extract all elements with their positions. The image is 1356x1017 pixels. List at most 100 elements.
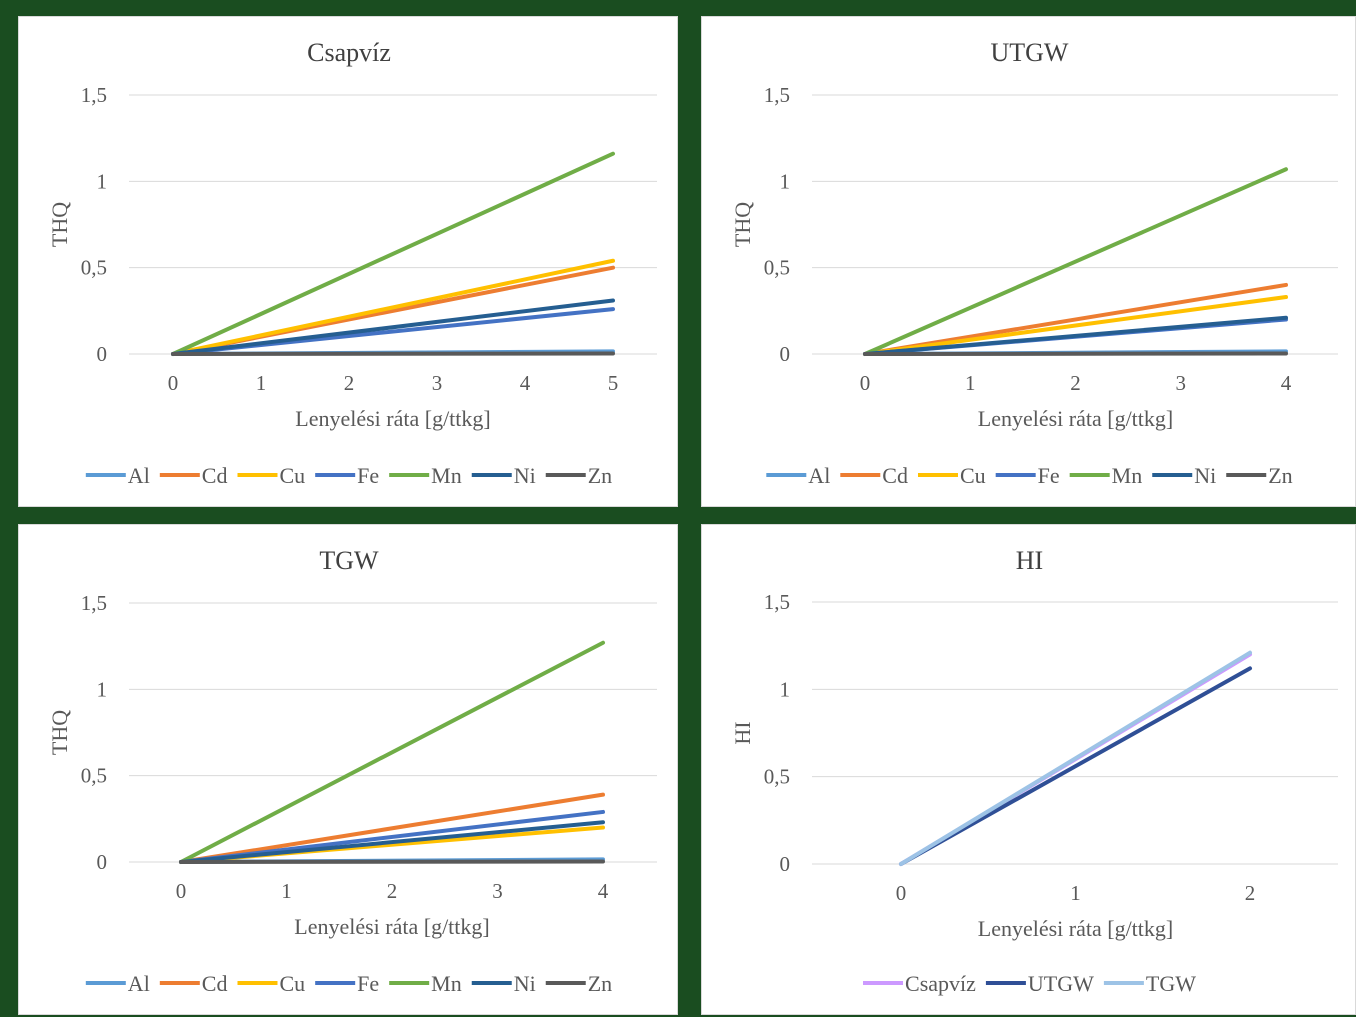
legend-item-mn: Mn (1069, 463, 1143, 488)
x-tick-label: 3 (1176, 371, 1187, 395)
x-tick-label: 5 (608, 371, 619, 395)
x-axis-label: Lenyelési ráta [g/ttkg] (295, 406, 490, 431)
series-line-ni (179, 820, 605, 864)
legend-label: Cu (279, 971, 305, 996)
y-tick-label: 1,5 (81, 591, 107, 615)
series-line-cu (171, 258, 615, 356)
legend: Al Cd Cu Fe Mn Ni Zn (766, 463, 1293, 488)
chart-svg: Csapvíz 0 0,5 1 1,5 0 1 2 3 4 5 Lenyelési ráta [g/t… (47, 38, 657, 488)
legend-label: Cu (279, 463, 305, 488)
legend-label: Cd (202, 971, 228, 996)
legend-label: Zn (1268, 463, 1292, 488)
y-tick-label: 0,5 (81, 764, 107, 788)
legend-item-mn: Mn (389, 971, 462, 996)
legend-label: Fe (357, 463, 379, 488)
chart-panel-tgw: TGW 0 0,5 1 1,5 0 1 2 3 4 Lenyelési ráta [g/ttkg] T… (18, 524, 678, 1015)
x-tick-label: 3 (432, 371, 443, 395)
legend-label: Ni (514, 971, 536, 996)
chart-panel-hi: HI 0 0,5 1 1,5 0 1 2 Lenyelési ráta [g/ttkg] HI Cs… (701, 524, 1356, 1015)
x-tick-label: 1 (965, 371, 976, 395)
legend-label: UTGW (1028, 971, 1094, 996)
y-tick-label: 1,5 (764, 590, 790, 614)
legend-label: Al (128, 463, 150, 488)
y-axis-label: THQ (47, 202, 72, 247)
y-tick-label: 1 (780, 677, 791, 701)
x-tick-label: 0 (860, 371, 871, 395)
legend-item-cu: Cu (917, 463, 986, 488)
y-tick-label: 1 (97, 169, 108, 193)
series-line-ni (863, 315, 1288, 356)
chart-svg: TGW 0 0,5 1 1,5 0 1 2 3 4 Lenyelési ráta [g/ttkg] T… (47, 546, 657, 996)
legend-label: Al (808, 463, 830, 488)
y-tick-label: 0,5 (764, 256, 790, 280)
series-line-zn (171, 351, 615, 356)
legend-label: Zn (588, 971, 612, 996)
legend-item-utgw: UTGW (985, 971, 1094, 996)
chart-panel-csapviz: Csapvíz 0 0,5 1 1,5 0 1 2 3 4 5 Lenyelési ráta [g/t… (18, 16, 678, 507)
series-line-zn (179, 859, 605, 864)
y-tick-label: 0 (780, 852, 791, 876)
x-tick-label: 2 (387, 879, 398, 903)
series-line-zn (863, 351, 1288, 356)
y-tick-label: 0 (97, 342, 108, 366)
x-tick-label: 2 (1070, 371, 1081, 395)
legend-label: Csapvíz (905, 971, 976, 996)
chart-svg: UTGW 0 0,5 1 1,5 0 1 2 3 4 Lenyelési ráta [g/ttkg]… (730, 38, 1338, 488)
x-tick-label: 0 (168, 371, 179, 395)
legend-item-fe: Fe (995, 463, 1060, 488)
y-tick-label: 1,5 (81, 83, 107, 107)
legend-label: Cd (882, 463, 908, 488)
legend-label: Zn (588, 463, 612, 488)
x-axis-label: Lenyelési ráta [g/ttkg] (978, 406, 1173, 431)
legend-label: Ni (514, 463, 536, 488)
legend-item-cd: Cd (840, 463, 908, 488)
legend-item-cd: Cd (159, 463, 227, 488)
x-tick-label: 4 (598, 879, 609, 903)
y-axis-label: THQ (47, 710, 72, 755)
x-tick-label: 2 (344, 371, 355, 395)
legend-item-zn: Zn (545, 971, 612, 996)
chart-panel-utgw: UTGW 0 0,5 1 1,5 0 1 2 3 4 Lenyelési ráta [g/ttkg]… (701, 16, 1356, 507)
x-tick-label: 1 (281, 879, 292, 903)
x-tick-label: 4 (520, 371, 531, 395)
y-tick-label: 0,5 (81, 256, 107, 280)
y-tick-label: 1 (97, 677, 108, 701)
x-tick-label: 1 (256, 371, 267, 395)
legend-item-cu: Cu (237, 971, 305, 996)
legend-item-fe: Fe (315, 463, 379, 488)
legend: Al Cd Cu Fe Mn Ni Zn (85, 463, 612, 488)
x-tick-label: 3 (492, 879, 503, 903)
series-line-mn (179, 640, 605, 864)
x-tick-label: 1 (1070, 881, 1081, 905)
legend: Al Cd Cu Fe Mn Ni Zn (85, 971, 612, 996)
chart-title: TGW (319, 546, 379, 575)
series-line-cu (863, 295, 1288, 356)
legend-item-mn: Mn (389, 463, 462, 488)
x-axis-label: Lenyelési ráta [g/ttkg] (294, 914, 489, 939)
y-axis-label: THQ (730, 202, 755, 247)
chart-title: HI (1016, 546, 1043, 575)
chart-title: Csapvíz (307, 38, 391, 67)
series-line-utgw (899, 666, 1252, 866)
legend-label: Mn (1112, 463, 1143, 488)
legend-label: Mn (431, 463, 462, 488)
series-line-cd (179, 792, 605, 864)
x-axis-label: Lenyelési ráta [g/ttkg] (978, 916, 1173, 941)
series-line-tgw (899, 650, 1252, 866)
y-tick-label: 1,5 (764, 83, 790, 107)
legend-label: Ni (1194, 463, 1216, 488)
legend-item-ni: Ni (471, 463, 536, 488)
chart-svg: HI 0 0,5 1 1,5 0 1 2 Lenyelési ráta [g/ttkg] HI Cs… (730, 546, 1338, 996)
x-tick-label: 0 (896, 881, 907, 905)
legend-label: Mn (431, 971, 462, 996)
legend-label: Fe (1038, 463, 1060, 488)
y-tick-label: 0 (780, 342, 791, 366)
y-tick-label: 0 (97, 850, 108, 874)
legend-item-ni: Ni (1152, 463, 1216, 488)
legend-item-fe: Fe (315, 971, 379, 996)
series-line-mn (171, 151, 615, 356)
x-tick-label: 2 (1245, 881, 1256, 905)
series-line-ni (171, 298, 615, 356)
legend-label: TGW (1146, 971, 1196, 996)
y-tick-label: 0,5 (764, 765, 790, 789)
